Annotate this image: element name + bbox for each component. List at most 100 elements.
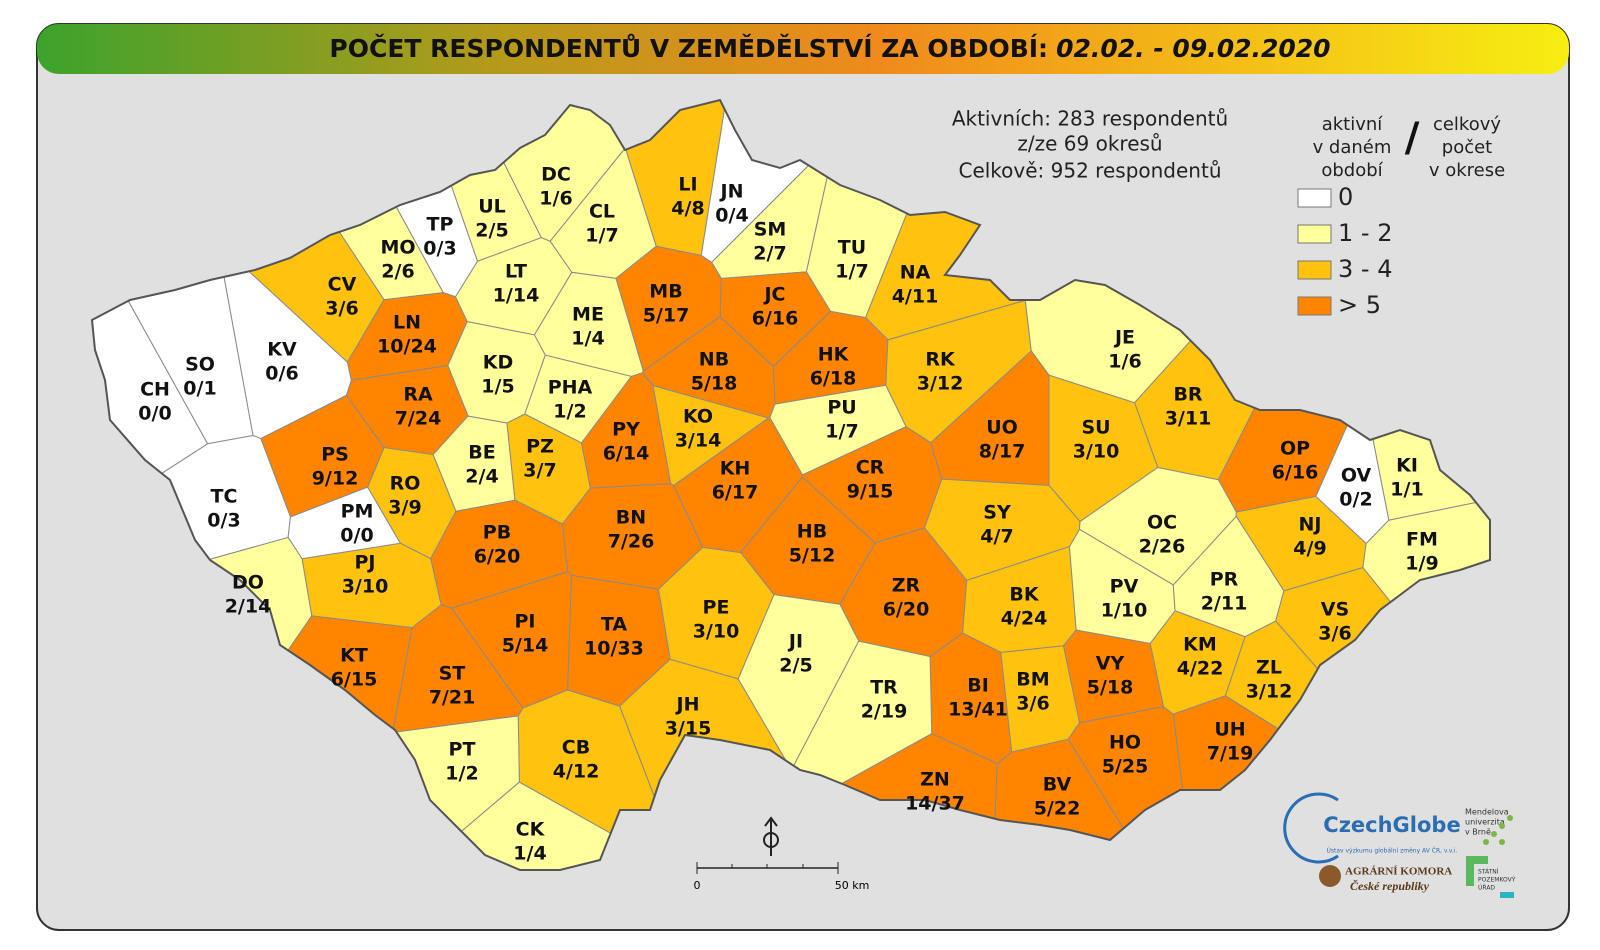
north-arrow bbox=[763, 816, 779, 856]
district-code: PV bbox=[1110, 576, 1139, 598]
district-count: 7/24 bbox=[395, 408, 442, 430]
czechglobe-logo: CzechGlobe bbox=[1323, 813, 1460, 837]
summary-line: z/ze 69 okresů bbox=[1017, 132, 1162, 156]
district-count: 5/17 bbox=[643, 305, 690, 327]
district-code: JH bbox=[675, 694, 700, 716]
district-code: BR bbox=[1173, 384, 1202, 406]
district-code: JN bbox=[719, 181, 744, 203]
district-code: LN bbox=[393, 312, 421, 334]
district-code: OP bbox=[1280, 438, 1310, 460]
district-code: TA bbox=[601, 614, 627, 636]
scale-label: 50 km bbox=[835, 879, 870, 892]
district-count: 0/4 bbox=[715, 205, 748, 227]
districts bbox=[91, 99, 1491, 871]
district-labels: CH0/0SO0/1KV0/6TP0/3MO2/6UL2/5DC1/6CL1/7… bbox=[138, 164, 1438, 865]
district-code: SM bbox=[754, 219, 787, 241]
district-code: PU bbox=[827, 397, 856, 419]
district-count: 1/14 bbox=[493, 285, 540, 307]
district-count: 3/7 bbox=[523, 460, 556, 482]
district-count: 6/16 bbox=[1272, 462, 1319, 484]
district-code: TP bbox=[427, 214, 454, 236]
district-code: DO bbox=[232, 572, 264, 594]
district-code: PB bbox=[483, 522, 511, 544]
district-count: 3/10 bbox=[1073, 441, 1120, 463]
district-code: JC bbox=[762, 284, 785, 306]
district-count: 6/17 bbox=[712, 482, 759, 504]
district-count: 4/8 bbox=[671, 198, 704, 220]
district-code: DC bbox=[541, 164, 571, 186]
district-count: 3/15 bbox=[665, 718, 712, 740]
district-code: PZ bbox=[526, 436, 554, 458]
district-code: CR bbox=[856, 457, 885, 479]
district-count: 3/11 bbox=[1165, 408, 1212, 430]
district-code: PE bbox=[703, 597, 730, 619]
district-count: 3/12 bbox=[917, 373, 964, 395]
district-code: BI bbox=[967, 675, 989, 697]
district-count: 3/14 bbox=[675, 430, 722, 452]
district-count: 6/20 bbox=[474, 546, 521, 568]
district-code: TC bbox=[211, 486, 238, 508]
district-code: KV bbox=[267, 339, 297, 361]
scale-bar: 0 50 km bbox=[694, 862, 870, 892]
district-count: 2/4 bbox=[465, 466, 498, 488]
header: POČET RESPONDENTŮ V ZEMĚDĚLSTVÍ ZA OBDOB… bbox=[329, 33, 1330, 63]
district-count: 5/18 bbox=[1087, 677, 1134, 699]
legend-swatch bbox=[1297, 224, 1332, 244]
legend-heading: počet bbox=[1442, 137, 1492, 158]
district-code: PY bbox=[612, 419, 640, 441]
district-count: 9/15 bbox=[847, 481, 894, 503]
district-count: 5/18 bbox=[691, 373, 738, 395]
legend-heading: aktivní bbox=[1322, 114, 1384, 135]
district-code: BK bbox=[1009, 584, 1039, 606]
district-code: TR bbox=[870, 677, 898, 699]
district-count: 3/9 bbox=[388, 497, 421, 519]
district-count: 0/1 bbox=[183, 378, 216, 400]
district-code: PHA bbox=[548, 377, 593, 399]
district-count: 2/6 bbox=[381, 261, 414, 283]
district-count: 5/14 bbox=[502, 635, 549, 657]
district-code: MB bbox=[649, 281, 682, 303]
district-count: 9/12 bbox=[312, 468, 359, 490]
district-code: ZL bbox=[1256, 657, 1282, 679]
district-code: NB bbox=[699, 349, 729, 371]
district-count: 0/2 bbox=[1339, 489, 1372, 511]
logos: CzechGlobe Ústav výzkumu globální změny … bbox=[1283, 792, 1516, 898]
district-count: 6/18 bbox=[810, 368, 857, 390]
legend-heading: celkový bbox=[1433, 114, 1501, 135]
spu-logo: STÁTNÍ bbox=[1478, 869, 1499, 876]
district-code: CK bbox=[516, 819, 546, 841]
legend-label: 3 - 4 bbox=[1338, 255, 1392, 283]
district-count: 4/12 bbox=[553, 761, 600, 783]
district-count: 2/26 bbox=[1139, 536, 1186, 558]
district-code: BM bbox=[1016, 669, 1049, 691]
district-code: HK bbox=[818, 344, 850, 366]
district-count: 1/10 bbox=[1101, 600, 1148, 622]
district-count: 1/4 bbox=[571, 328, 604, 350]
district-code: BE bbox=[468, 442, 495, 464]
district-code: LI bbox=[678, 174, 697, 196]
header-bar bbox=[37, 24, 1569, 74]
spu-logo: ÚŘAD bbox=[1478, 884, 1495, 892]
district-code: NA bbox=[900, 262, 931, 284]
district-count: 6/16 bbox=[752, 308, 799, 330]
mendel-logo: v Brně bbox=[1465, 828, 1491, 837]
czechglobe-sub: Ústav výzkumu globální změny AV ČR, v.v.… bbox=[1327, 848, 1458, 855]
district-count: 0/0 bbox=[340, 525, 373, 547]
district-count: 6/20 bbox=[883, 599, 930, 621]
district-count: 3/6 bbox=[1016, 693, 1049, 715]
legend: 0 1 - 2 3 - 4 > 5 bbox=[1297, 183, 1392, 319]
district-code: CB bbox=[562, 737, 590, 759]
district-count: 1/1 bbox=[1390, 479, 1423, 501]
district-code: OV bbox=[1341, 465, 1372, 487]
czechglobe-arc bbox=[1283, 792, 1339, 864]
district-code: LT bbox=[505, 261, 527, 283]
district-code: ME bbox=[572, 304, 604, 326]
district-code: BV bbox=[1043, 774, 1072, 796]
scale-label: 0 bbox=[694, 879, 701, 892]
district-code: RK bbox=[925, 349, 956, 371]
district-count: 0/0 bbox=[138, 403, 171, 425]
district-count: 1/2 bbox=[553, 401, 586, 423]
district-count: 7/21 bbox=[429, 687, 476, 709]
district-code: MO bbox=[380, 237, 415, 259]
